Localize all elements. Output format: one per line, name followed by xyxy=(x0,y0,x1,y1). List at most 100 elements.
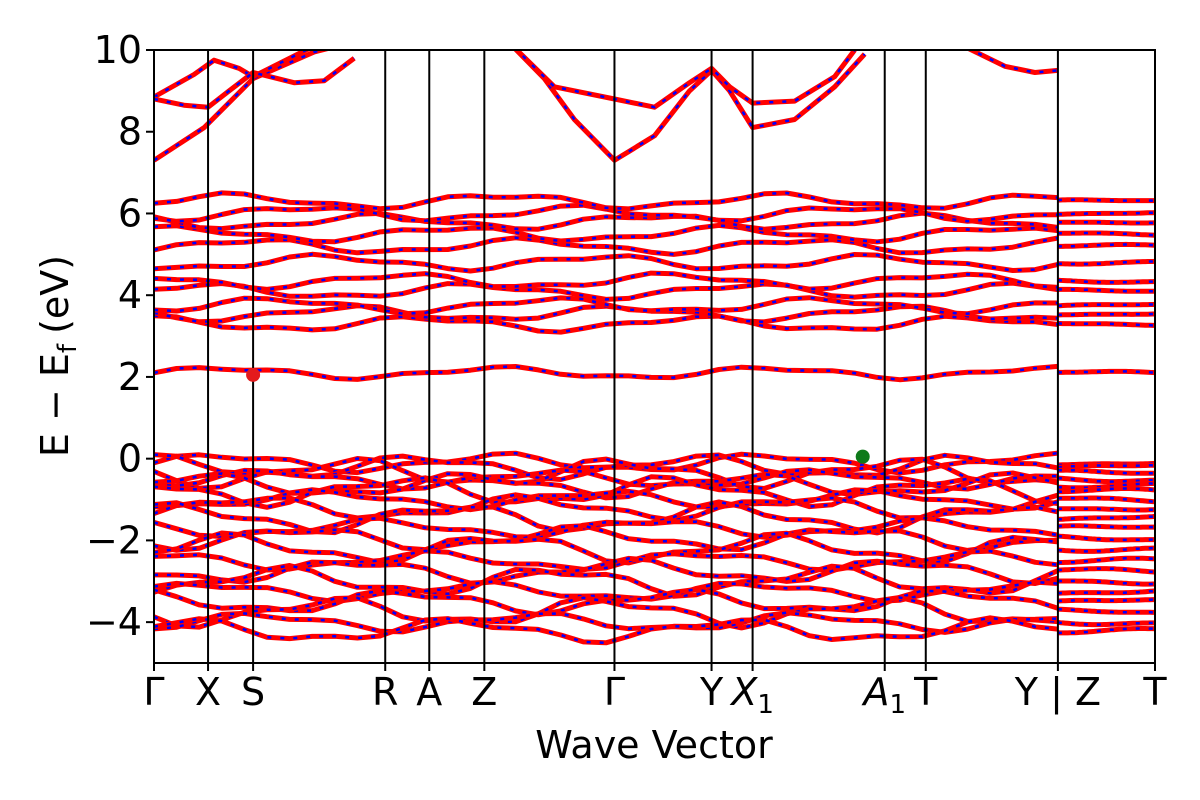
upper-band-z-7-dash xyxy=(1057,243,1155,248)
upper-band-1-dash xyxy=(154,314,1059,334)
valence-band-z-15-dash xyxy=(1057,589,1155,595)
upper-band-8 xyxy=(154,222,1059,245)
x-tick-label: Y xyxy=(699,670,724,714)
x-tick-label: R xyxy=(372,670,398,714)
valence-band-z-1-dash xyxy=(1057,463,1155,469)
upper-band-11 xyxy=(154,190,1059,212)
valence-band-18-dash xyxy=(154,611,1058,634)
upper-band-z-1-dash xyxy=(1057,322,1155,327)
upper-band-z-0-dash xyxy=(1057,370,1155,374)
valence-band-z-3-dash xyxy=(1057,476,1155,483)
upper-band-z-4-dash xyxy=(1057,288,1155,293)
y-tick-label: 0 xyxy=(118,437,142,481)
x-tick-label: Γ xyxy=(604,670,625,714)
x-tick-label: Z xyxy=(471,670,497,714)
valence-band-19-dash xyxy=(154,616,1059,645)
x-tick-label: X xyxy=(195,670,221,714)
valence-band-z-6-dash xyxy=(1057,496,1155,503)
y-axis-ticks: −4 −2 0 2 4 6 8 10 xyxy=(86,28,154,644)
valence-band-z-10-dash xyxy=(1057,534,1155,542)
valence-band-z-18-dash xyxy=(1057,621,1155,626)
valence-band-18 xyxy=(154,610,1058,635)
valence-band-z-13-dash xyxy=(1057,567,1155,574)
y-axis-label: E − Ef (eV) xyxy=(33,255,83,457)
x-tick-label: Γ xyxy=(143,670,164,714)
conduction-band-5-dash xyxy=(968,50,1059,74)
valence-band-z-4-dash xyxy=(1057,482,1155,490)
x-tick-label: Y | Z xyxy=(1014,670,1101,715)
upper-band-8-dash xyxy=(154,224,1059,244)
conduction-band-2 xyxy=(154,56,356,110)
valence-band-z-11-dash xyxy=(1057,546,1155,553)
upper-band-0 xyxy=(154,363,1059,383)
upper-band-4-dash xyxy=(154,281,1059,301)
valence-band-z-8-dash xyxy=(1057,515,1155,521)
upper-band-z-6-dash xyxy=(1057,260,1155,266)
x-tick-label: T xyxy=(1142,670,1167,714)
x-tick-label: A xyxy=(416,670,442,714)
valence-band-4-dash xyxy=(154,471,1059,500)
upper-band-6-dash xyxy=(154,253,1059,273)
plot-frame xyxy=(153,49,1156,664)
valence-band-z-19-dash xyxy=(1057,627,1155,635)
x-tick-label: T xyxy=(913,670,938,714)
x-tick-label: S xyxy=(241,670,265,714)
upper-band-z-11-dash xyxy=(1057,198,1155,202)
valence-band-2-dash xyxy=(154,457,1059,490)
conduction-band-3 xyxy=(512,50,867,163)
y-tick-label: 10 xyxy=(94,28,142,72)
y-tick-label: 2 xyxy=(118,355,142,399)
valence-band-16-dash xyxy=(154,588,1059,617)
high-symmetry-lines xyxy=(207,50,1059,663)
valence-band-z-12-dash xyxy=(1057,556,1155,564)
upper-band-z-9-dash xyxy=(1057,220,1155,225)
valence-band-z-17-dash xyxy=(1057,607,1155,614)
y-axis-label-unit: (eV) xyxy=(33,255,77,334)
upper-band-3-dash xyxy=(154,296,1058,315)
valence-band-1-dash xyxy=(154,453,1059,481)
x-tick-label: A1 xyxy=(860,670,906,720)
conduction-band-0 xyxy=(154,50,333,163)
valence-band-z-2-dash xyxy=(1057,468,1155,475)
upper-band-9 xyxy=(154,210,1059,232)
upper-band-5 xyxy=(154,270,1059,292)
valence-band-6-dash xyxy=(154,488,1059,511)
upper-band-5-dash xyxy=(154,271,1058,291)
upper-band-z-10-dash xyxy=(1057,211,1155,216)
conduction-band-0-dash xyxy=(154,50,328,162)
valence-band-10-dash xyxy=(154,524,1058,552)
upper-band-9-dash xyxy=(154,211,1059,231)
valence-band-17 xyxy=(154,595,1059,631)
conduction-band-1 xyxy=(154,50,312,100)
upper-band-0-dash xyxy=(154,365,1058,381)
valence-band-15-dash xyxy=(154,580,1058,603)
upper-band-z-5-dash xyxy=(1057,278,1155,284)
band-edge-point xyxy=(246,367,261,382)
valence-band-13-dash xyxy=(154,557,1059,585)
x-tick-label: X1 xyxy=(729,670,774,720)
y-axis-label-subscript: f xyxy=(53,343,83,353)
valence-band-9-dash xyxy=(154,516,1059,539)
valence-band-z-16-dash xyxy=(1057,598,1155,603)
valence-band-3-dash xyxy=(154,468,1058,491)
y-tick-label: 8 xyxy=(118,110,142,154)
conduction-band-4-dash xyxy=(515,50,856,109)
upper-band-11-dash xyxy=(154,191,1058,211)
valence-band-z-5-dash xyxy=(1057,487,1155,494)
y-tick-label: −4 xyxy=(86,600,142,644)
valence-band-12-dash xyxy=(154,549,1059,572)
y-tick-label: 4 xyxy=(118,273,142,317)
valence-band-z-7-dash xyxy=(1057,507,1155,512)
valence-band-11-dash xyxy=(154,531,1059,565)
y-tick-label: 6 xyxy=(118,191,142,235)
upper-band-z-2-dash xyxy=(1057,312,1155,317)
y-tick-label: −2 xyxy=(86,518,142,562)
upper-band-7-dash xyxy=(154,236,1059,256)
valence-band-z-9-dash xyxy=(1057,524,1155,529)
upper-band-z-3-dash xyxy=(1057,303,1155,308)
band-edge-point xyxy=(855,449,870,464)
valence-band-14 xyxy=(154,563,1059,599)
x-axis-label: Wave Vector xyxy=(535,723,773,767)
conduction-band-5 xyxy=(965,50,1059,75)
